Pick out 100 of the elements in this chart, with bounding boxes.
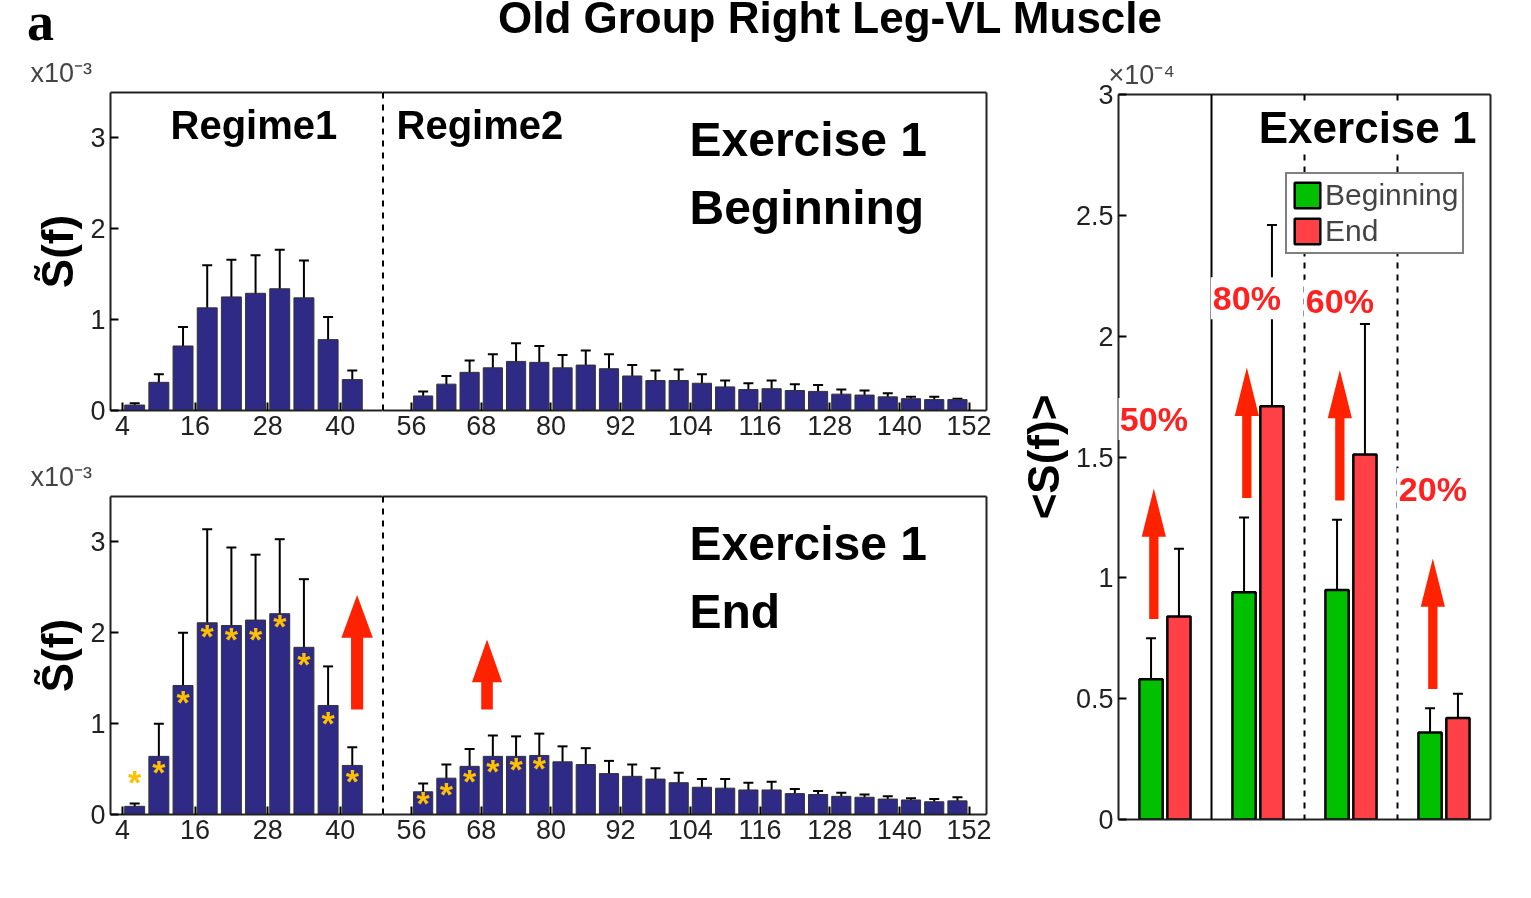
bar [715, 787, 736, 815]
annotation: * [439, 774, 454, 813]
y-tick-label: 0 [90, 800, 106, 830]
bar [220, 296, 242, 411]
text: x10⁻³ [30, 461, 93, 492]
bar [293, 646, 315, 815]
y-tick-label: 0 [1098, 805, 1114, 835]
bar [900, 799, 922, 815]
bar [784, 793, 805, 815]
x-tick-label: 140 [876, 410, 922, 441]
bar [738, 389, 759, 411]
x-tick-label: 80 [535, 814, 566, 845]
chart-title: Old Group Right Leg-VL Muscle [497, 0, 1163, 42]
bar [575, 764, 596, 815]
bar [622, 375, 643, 411]
chart-title: Exercise 1 [1258, 102, 1477, 152]
bar [691, 786, 713, 815]
annotation: * [273, 607, 288, 646]
bar [220, 625, 242, 815]
bar [645, 380, 666, 411]
y-tick-label: 1 [90, 305, 106, 336]
bar [196, 622, 218, 815]
x-tick-label: 152 [946, 814, 992, 845]
bar [924, 801, 945, 815]
bar [196, 307, 218, 411]
bar [148, 755, 170, 815]
y-axis-title: <S(f)> [1018, 394, 1068, 520]
x-tick-label: 56 [396, 410, 427, 441]
bar [459, 765, 480, 815]
bar [668, 380, 689, 411]
x-tick-label: 104 [667, 410, 713, 441]
bar [317, 339, 339, 411]
bar [482, 367, 503, 411]
annotation: * [532, 749, 547, 788]
x-tick-label: 4 [115, 410, 131, 441]
annotation: Exercise 1 Beginning [689, 112, 928, 235]
bar [293, 297, 315, 411]
bar [854, 394, 875, 411]
legend-label: End [1325, 214, 1379, 248]
y-axis-title: S̃(f) [33, 618, 83, 693]
bar [529, 361, 550, 411]
bar [622, 775, 643, 815]
bar [269, 613, 291, 815]
annotation: * [128, 762, 143, 801]
bar [269, 288, 291, 411]
bar [505, 755, 527, 815]
y-axis-title: S̃(f) [33, 214, 83, 289]
annotation: * [200, 617, 215, 656]
y-tick-label: 1 [90, 709, 106, 740]
x-tick-label: 140 [876, 814, 922, 845]
x-tick-label: 28 [252, 410, 283, 441]
text: x10⁻³ [30, 57, 93, 88]
annotation: Regime1 [170, 102, 338, 147]
legend-label: Beginning [1325, 178, 1459, 212]
annotation: * [509, 750, 524, 789]
bar [245, 619, 267, 815]
bar [529, 754, 550, 815]
x-tick-label: 92 [605, 814, 636, 845]
bar [831, 393, 852, 411]
bar [124, 404, 146, 411]
x-tick-label: 116 [738, 410, 782, 441]
bar [900, 398, 922, 411]
x-tick-label: 28 [252, 814, 283, 845]
x-tick-label: 68 [466, 814, 497, 845]
y-tick-label: 2 [1098, 321, 1114, 352]
x-tick-label: 92 [605, 410, 636, 441]
annotation: 20% [1398, 470, 1467, 509]
bar [947, 399, 968, 411]
x-tick-label: 116 [738, 814, 782, 845]
bar [598, 368, 620, 411]
x-tick-label: 104 [667, 814, 713, 845]
bar [459, 371, 480, 411]
annotation: 80% [1212, 279, 1281, 318]
bar [831, 795, 852, 815]
y-tick-label: 0 [90, 396, 106, 426]
bar [761, 388, 782, 411]
bar [854, 796, 875, 815]
y-tick-label: 1.5 [1075, 442, 1114, 473]
y-tick-label: 2 [90, 618, 106, 649]
y-tick-label: 3 [90, 527, 106, 558]
annotation: 50% [1119, 400, 1188, 439]
bar [947, 800, 968, 815]
bar [552, 761, 573, 815]
annotation: * [297, 644, 312, 683]
bar [245, 292, 267, 411]
annotation: * [224, 620, 239, 659]
annotation: Exercise 1 End [689, 516, 928, 639]
text: a [27, 0, 54, 53]
annotation: 60% [1305, 281, 1374, 320]
x-tick-label: 4 [115, 814, 131, 845]
x-tick-label: 152 [946, 410, 992, 441]
y-tick-label: 0.5 [1075, 684, 1114, 715]
bar [761, 789, 782, 815]
annotation: * [486, 751, 501, 790]
bar [784, 390, 805, 411]
bar [317, 704, 339, 815]
bar [924, 399, 945, 411]
bar [668, 782, 689, 815]
annotation: * [463, 761, 477, 800]
bar [807, 390, 829, 411]
